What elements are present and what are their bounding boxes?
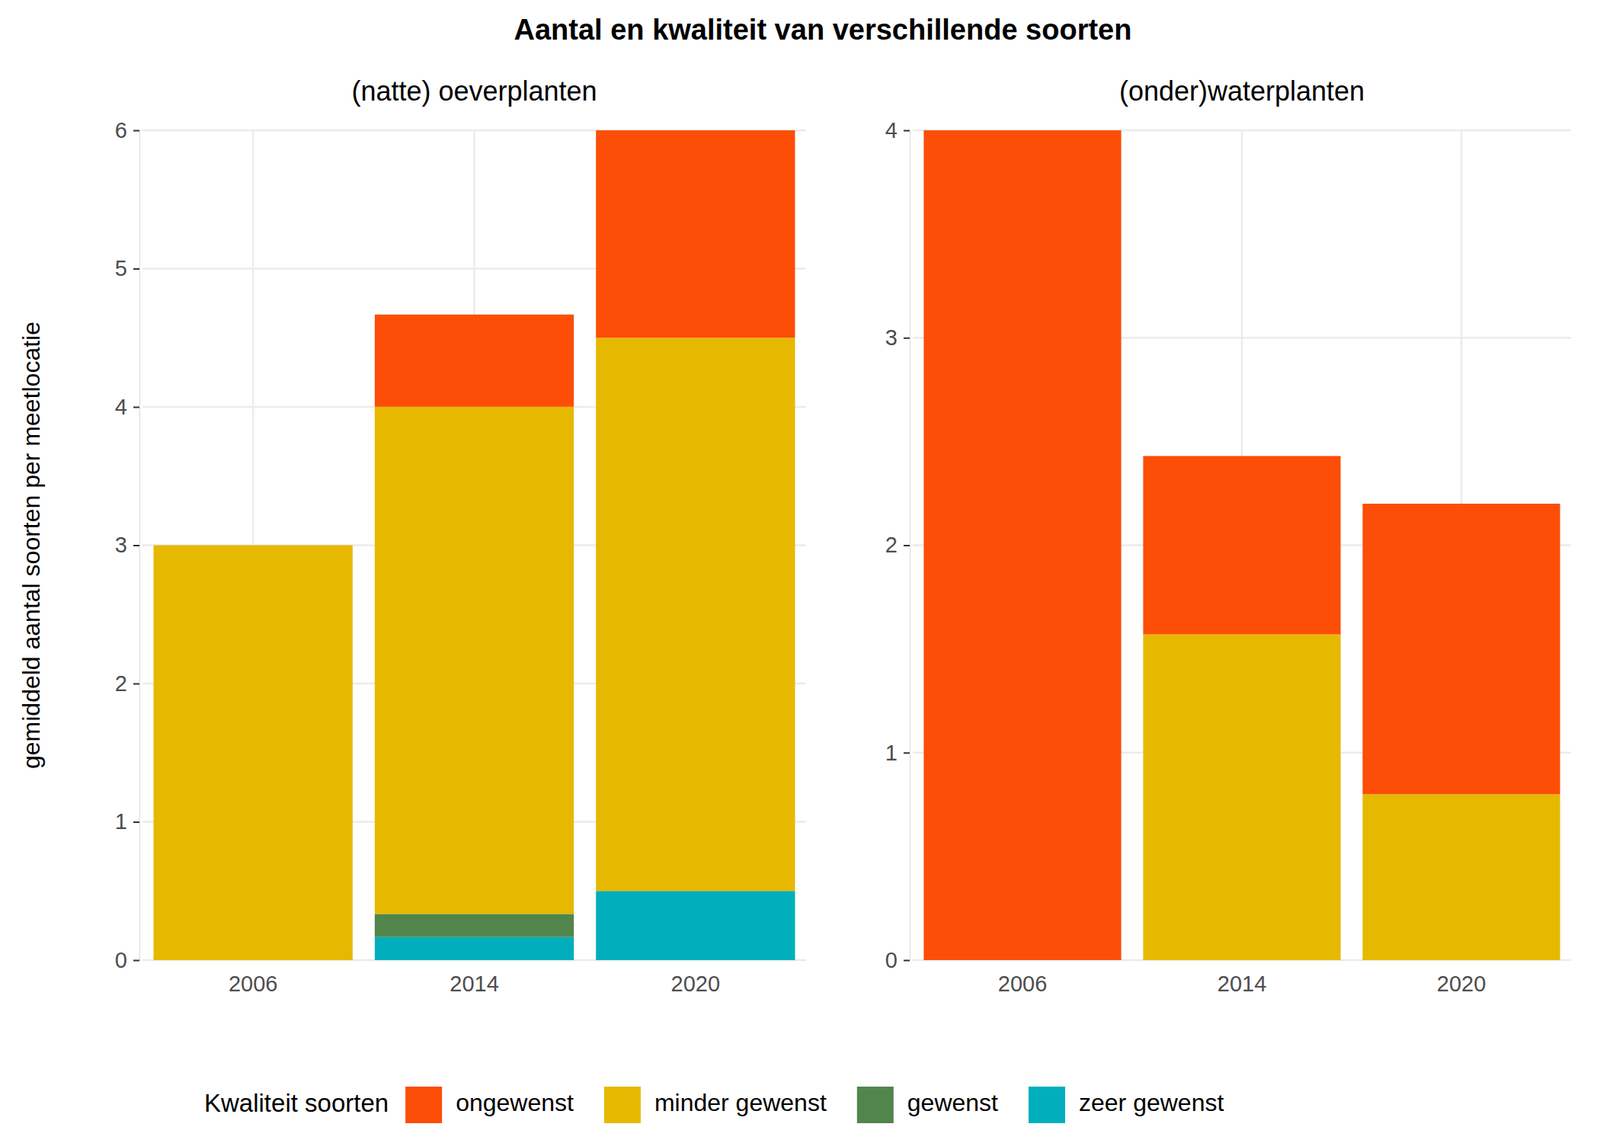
y-tick: 1 bbox=[115, 809, 140, 834]
panel-title: (natte) oeverplanten bbox=[351, 75, 597, 107]
y-tick-mark bbox=[903, 752, 910, 754]
y-tick: 3 bbox=[885, 325, 910, 350]
x-tick-label: 2006 bbox=[228, 971, 279, 996]
legend-label: minder gewenst bbox=[654, 1088, 827, 1117]
bar-segment bbox=[923, 130, 1121, 960]
y-tick: 2 bbox=[115, 671, 140, 696]
x-tick: 2014 bbox=[449, 971, 500, 996]
y-tick: 0 bbox=[885, 947, 910, 973]
y-tick-mark bbox=[903, 337, 910, 340]
x-axis: 2006 2014 2020 bbox=[228, 971, 720, 996]
bar-segment bbox=[1362, 793, 1560, 960]
y-tick-mark bbox=[133, 406, 140, 409]
y-axis-line bbox=[133, 131, 141, 961]
y-tick-label: 0 bbox=[115, 947, 128, 973]
y-axis-title: gemiddeld aantal soorten per meetlocatie bbox=[17, 321, 45, 769]
x-axis: 2006 2014 2020 bbox=[998, 971, 1487, 996]
y-tick: 0 bbox=[115, 947, 140, 973]
legend-key bbox=[405, 1086, 442, 1124]
bar-segment bbox=[595, 130, 795, 338]
bar-segment bbox=[374, 913, 574, 937]
y-tick-mark bbox=[133, 960, 140, 962]
y-tick-mark bbox=[903, 960, 910, 962]
bar-segment bbox=[153, 544, 353, 546]
y-axis-line bbox=[903, 131, 911, 961]
y-tick-label: 2 bbox=[885, 532, 898, 557]
legend: Kwaliteit soorten ongewenst minder gewenst… bbox=[204, 1086, 1224, 1124]
y-tick-label: 3 bbox=[885, 325, 898, 350]
bar-segment bbox=[595, 337, 795, 891]
x-tick-label: 2006 bbox=[998, 971, 1048, 996]
title: Aantal en kwaliteit van verschillende so… bbox=[514, 13, 1133, 46]
x-tick-label: 2014 bbox=[449, 971, 500, 996]
y-tick: 4 bbox=[115, 394, 140, 420]
y-tick-label: 5 bbox=[115, 256, 128, 281]
y-tick: 6 bbox=[115, 118, 140, 143]
y-tick-mark bbox=[133, 130, 140, 132]
x-tick-label: 2014 bbox=[1217, 971, 1268, 996]
bar-segment bbox=[1142, 634, 1341, 960]
bars bbox=[153, 130, 796, 960]
x-tick: 2014 bbox=[1217, 971, 1268, 996]
legend-label: gewenst bbox=[907, 1088, 999, 1117]
bar-segment bbox=[1142, 455, 1341, 634]
x-tick: 2020 bbox=[671, 971, 721, 996]
y-axis: 0 1 2 3 4 bbox=[885, 118, 911, 973]
y-tick-mark bbox=[133, 268, 140, 270]
x-tick-label: 2020 bbox=[671, 971, 721, 996]
bar-segment bbox=[1362, 503, 1560, 794]
y-tick-label: 6 bbox=[115, 118, 128, 143]
y-tick-label: 4 bbox=[115, 394, 128, 420]
y-tick: 1 bbox=[885, 740, 910, 765]
panel: (natte) oeverplanten 0 1 2 3 4 5 6 2006 2014 2020 bbox=[115, 75, 807, 996]
chart: Aantal en kwaliteit van verschillende so… bbox=[0, 0, 1600, 1143]
y-tick: 4 bbox=[885, 118, 910, 143]
legend-key bbox=[604, 1086, 641, 1124]
x-tick-label: 2020 bbox=[1436, 971, 1487, 996]
bar-segment bbox=[374, 406, 574, 915]
legend-title: Kwaliteit soorten bbox=[204, 1088, 389, 1117]
legend-label: ongewenst bbox=[455, 1088, 574, 1117]
y-tick-mark bbox=[133, 544, 140, 547]
x-tick: 2006 bbox=[998, 971, 1048, 996]
y-tick-label: 0 bbox=[885, 947, 898, 973]
grid bbox=[912, 130, 1572, 960]
y-tick: 5 bbox=[115, 256, 140, 281]
y-tick-mark bbox=[903, 130, 910, 132]
y-tick-label: 1 bbox=[885, 740, 898, 765]
bars bbox=[923, 130, 1560, 960]
y-tick-mark bbox=[133, 683, 140, 685]
y-tick: 2 bbox=[885, 532, 910, 557]
legend-label: zeer gewenst bbox=[1078, 1088, 1224, 1117]
panel-title: (onder)waterplanten bbox=[1119, 75, 1365, 107]
x-tick: 2006 bbox=[228, 971, 279, 996]
y-tick-label: 2 bbox=[115, 671, 128, 696]
y-tick-label: 3 bbox=[115, 532, 128, 557]
bar-segment bbox=[374, 314, 574, 407]
y-tick-label: 1 bbox=[115, 809, 128, 834]
x-tick: 2020 bbox=[1436, 971, 1487, 996]
bar-segment bbox=[374, 937, 574, 960]
legend-key bbox=[857, 1086, 894, 1124]
y-tick-mark bbox=[133, 821, 140, 823]
y-tick-mark bbox=[903, 544, 910, 547]
grid bbox=[142, 130, 807, 960]
legend-key bbox=[1028, 1086, 1066, 1124]
y-axis: 0 1 2 3 4 5 6 bbox=[115, 118, 141, 973]
y-tick-label: 4 bbox=[885, 118, 898, 143]
bar-segment bbox=[595, 890, 795, 960]
y-tick: 3 bbox=[115, 532, 140, 557]
bar-segment bbox=[153, 545, 353, 961]
panel: (onder)waterplanten 0 1 2 3 4 2006 2014 2020 bbox=[885, 75, 1572, 996]
